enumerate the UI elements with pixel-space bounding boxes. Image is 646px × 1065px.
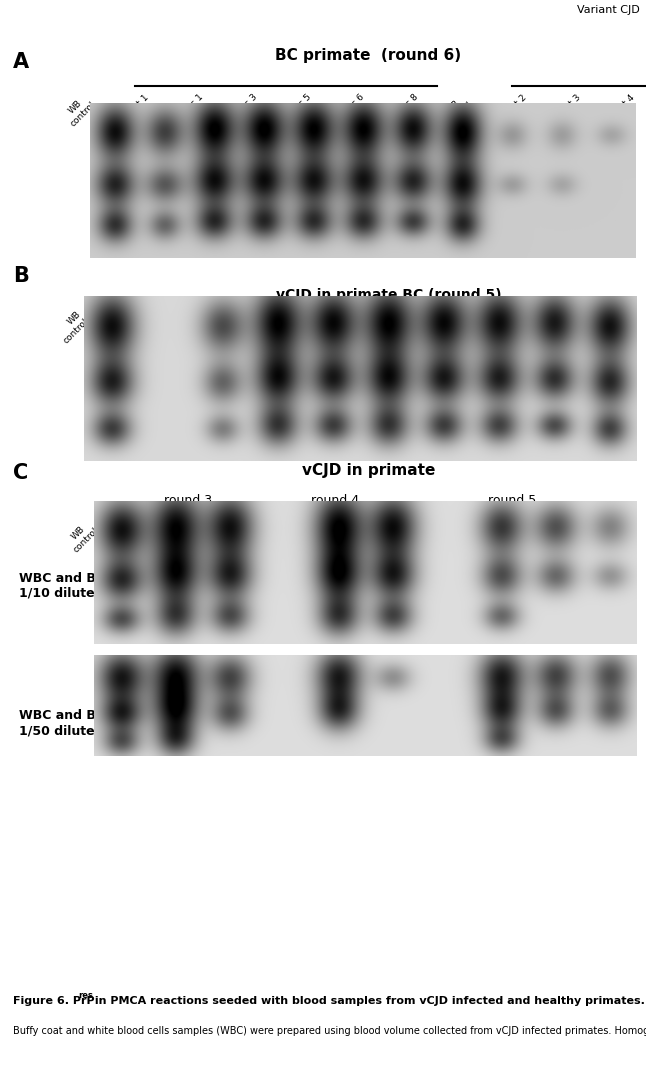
Text: Buffy coat and white blood cells samples (WBC) were prepared using blood volume : Buffy coat and white blood cells samples…	[13, 1026, 646, 1035]
Text: vCJD in primate: vCJD in primate	[302, 462, 435, 478]
Text: no seed: no seed	[422, 519, 453, 550]
Text: WB
control: WB control	[64, 519, 100, 555]
Text: B: B	[13, 266, 29, 286]
Text: cont 3: cont 3	[556, 93, 583, 119]
Text: BC: BC	[379, 519, 395, 534]
Text: no seed: no seed	[245, 519, 276, 550]
Text: WBC and BC
1/10 diluted: WBC and BC 1/10 diluted	[19, 572, 105, 600]
Text: WBC: WBC	[491, 519, 512, 540]
Text: cont 1: cont 1	[124, 93, 151, 119]
Text: mac 1: mac 1	[179, 93, 205, 118]
Text: round 4: round 4	[311, 494, 360, 507]
Text: WB
control: WB control	[54, 310, 90, 345]
Text: round 3: round 3	[164, 494, 213, 507]
Text: Figure 6. PrP: Figure 6. PrP	[13, 996, 94, 1005]
Text: 28: 28	[380, 310, 397, 323]
Text: BC: BC	[556, 519, 571, 534]
Text: 6: 6	[205, 310, 214, 323]
Text: round 5: round 5	[488, 494, 536, 507]
Text: 38: 38	[499, 310, 516, 323]
Text: cont 4: cont 4	[610, 93, 636, 119]
Text: WB
control: WB control	[439, 93, 474, 129]
Text: in PMCA reactions seeded with blood samples from vCJD infected and healthy prima: in PMCA reactions seeded with blood samp…	[91, 996, 645, 1005]
Text: res: res	[79, 992, 94, 1000]
Text: WBC: WBC	[314, 519, 335, 540]
Text: mac 5: mac 5	[287, 93, 313, 118]
Text: BC primate  (round 6): BC primate (round 6)	[275, 48, 461, 63]
Text: (mpi): (mpi)	[597, 310, 627, 320]
Text: WB
control: WB control	[590, 310, 627, 345]
Text: WBC: WBC	[138, 519, 159, 540]
Text: mac 8: mac 8	[395, 93, 421, 118]
Text: vCJD in primate BC (round 5): vCJD in primate BC (round 5)	[275, 288, 501, 301]
Text: WB
control: WB control	[594, 519, 630, 555]
Text: BC: BC	[203, 519, 218, 534]
Text: mac 3: mac 3	[233, 93, 258, 118]
Text: WBC and BC
1/50 diluted: WBC and BC 1/50 diluted	[19, 709, 105, 737]
Text: 58: 58	[558, 310, 576, 323]
Text: WB
control: WB control	[61, 93, 97, 129]
Text: 33: 33	[439, 310, 457, 323]
Text: A: A	[13, 52, 29, 72]
Text: 17: 17	[320, 310, 337, 323]
Text: cont 2: cont 2	[502, 93, 528, 119]
Text: no seed: no seed	[114, 310, 150, 346]
Text: 14: 14	[260, 310, 278, 323]
Text: C: C	[13, 462, 28, 482]
Text: mac 6: mac 6	[340, 93, 367, 118]
Text: Variant CJD: Variant CJD	[577, 5, 640, 15]
